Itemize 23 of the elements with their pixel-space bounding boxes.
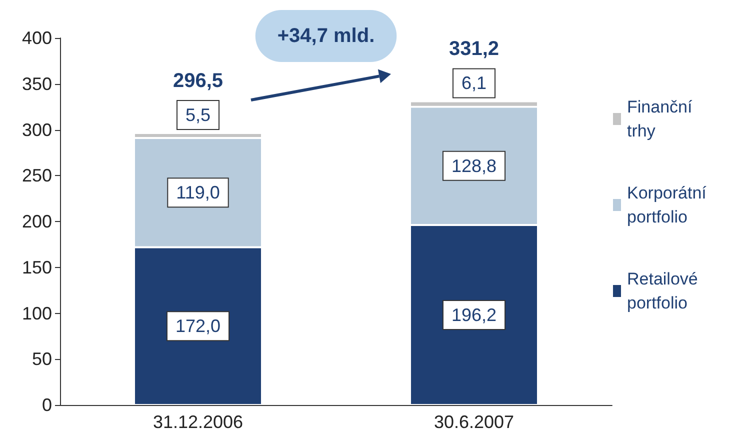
annotation: +34,7 mld. bbox=[277, 25, 375, 47]
legend-label: Retailové portfolio bbox=[627, 270, 703, 312]
y-tick-label: 250 bbox=[22, 166, 52, 186]
y-tick-label: 0 bbox=[42, 395, 52, 415]
total-label: 296,5 bbox=[172, 70, 224, 92]
y-tick-label: 400 bbox=[22, 28, 52, 48]
y-tick-label: 200 bbox=[22, 212, 52, 232]
data-label: 196,2 bbox=[451, 304, 497, 325]
y-tick-label: 350 bbox=[22, 74, 52, 94]
data-label: 6,1 bbox=[461, 73, 487, 94]
data-label: 5,5 bbox=[185, 104, 211, 125]
data-label: 128,8 bbox=[451, 156, 497, 176]
x-tick-label: 30.6.2007 bbox=[434, 412, 514, 432]
y-tick-label: 100 bbox=[22, 303, 52, 324]
data-label: 119,0 bbox=[176, 182, 220, 203]
legend-label: Finanční trhy bbox=[627, 98, 697, 140]
total-label: 331,2 bbox=[448, 38, 500, 60]
y-tick-label: 150 bbox=[22, 257, 52, 278]
y-tick-label: 300 bbox=[22, 120, 52, 140]
legend-label: Korporátní portfolio bbox=[627, 184, 712, 226]
y-tick-label: 50 bbox=[32, 349, 52, 370]
x-tick-label: 31.12.2006 bbox=[152, 412, 244, 432]
data-label: 172,0 bbox=[175, 316, 221, 336]
